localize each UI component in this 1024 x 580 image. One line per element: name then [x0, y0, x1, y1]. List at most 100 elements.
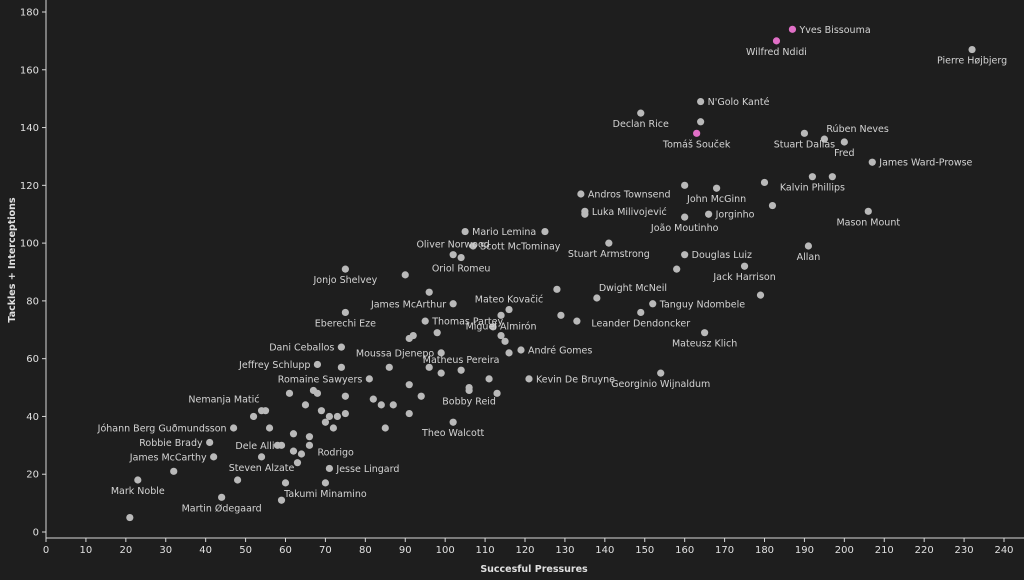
data-point-rodrigo	[305, 441, 314, 449]
y-tick-label: 80	[26, 296, 39, 307]
data-point-dani-ceballos	[337, 343, 345, 351]
point-label: Thomas Partey	[431, 317, 503, 328]
data-point-mark-noble	[134, 476, 142, 484]
x-tick-label: 190	[795, 545, 814, 556]
data-point-steven-alzate	[257, 453, 266, 461]
point-label: Wilfred Ndidi	[746, 47, 807, 58]
data-point-dwight-mcneil	[593, 294, 601, 302]
data-point-kalvin-phillips	[808, 173, 817, 181]
point-label: Bobby Reid	[442, 396, 496, 407]
data-point	[170, 467, 178, 475]
data-point-jorginho	[705, 210, 713, 218]
point-label: Mason Mount	[836, 217, 900, 228]
point-label: Kalvin Phillips	[780, 183, 845, 194]
point-label: Matheus Pereira	[423, 355, 500, 366]
x-tick-label: 0	[43, 545, 49, 556]
point-label: Eberechi Eze	[315, 318, 376, 329]
data-point-r-ben-neves	[820, 135, 828, 143]
y-tick-label: 160	[20, 65, 39, 76]
x-tick-label: 60	[279, 545, 292, 556]
data-point-kevin-de-bruyne	[525, 375, 533, 383]
point-label: Declan Rice	[613, 119, 669, 130]
data-point	[489, 323, 497, 331]
point-label: Luka Milivojević	[592, 207, 667, 218]
y-tick-label: 100	[20, 239, 39, 250]
y-axis-title: Tackles + Interceptions	[7, 197, 18, 322]
point-label: Mario Lemina	[472, 227, 536, 238]
data-point	[277, 496, 286, 504]
data-point	[501, 337, 509, 345]
x-tick-label: 110	[476, 545, 495, 556]
point-label: Mateo Kovačić	[475, 295, 544, 306]
data-point	[557, 311, 565, 319]
data-point-miguel-almir-n	[497, 311, 505, 319]
point-label: Georginio Wijnaldum	[611, 379, 710, 390]
point-labels: Yves Bissouma Wilfred Ndidi Pierre Højbjer…	[97, 25, 1007, 515]
data-point-tom-sou-ek	[693, 129, 701, 137]
data-point	[541, 227, 549, 236]
data-point-mario-lemina	[461, 227, 469, 236]
data-point	[369, 395, 377, 403]
data-point-jonjo-shelvey	[341, 265, 349, 273]
x-tick-label: 90	[399, 545, 412, 556]
data-point	[329, 424, 337, 432]
x-tick-label: 150	[635, 545, 654, 556]
data-point	[401, 271, 409, 279]
data-point	[305, 433, 314, 441]
x-tick-label: 40	[199, 545, 212, 556]
point-label: Martin Ødegaard	[182, 503, 262, 514]
x-tick-label: 230	[955, 545, 974, 556]
data-point	[285, 389, 294, 397]
data-point	[289, 430, 298, 438]
data-point-stuart-armstrong	[605, 239, 613, 247]
y-axis-ticks: 0 20 40 60 80 100 120 140 160 180	[20, 8, 46, 539]
point-label: Jack Harrison	[712, 272, 775, 283]
data-point	[553, 285, 561, 293]
data-point-james-ward-prowse	[868, 158, 876, 166]
data-point	[505, 349, 513, 357]
data-point	[493, 389, 501, 397]
x-tick-label: 100	[436, 545, 455, 556]
data-point-andr-gomes	[517, 346, 525, 354]
data-point-jeffrey-schlupp	[313, 360, 322, 369]
point-label: Kevin De Bruyne	[536, 374, 615, 385]
data-point-oliver-norwood	[449, 251, 457, 259]
x-axis-title: Succesful Pressures	[480, 564, 588, 575]
data-point	[417, 392, 425, 400]
point-label: Dele Alli	[235, 441, 274, 452]
data-point	[425, 288, 433, 296]
data-point-allan	[804, 242, 813, 250]
point-label: Robbie Brady	[139, 438, 203, 449]
point-label: Jonjo Shelvey	[313, 275, 378, 286]
data-point	[385, 363, 393, 371]
point-label: Andros Townsend	[588, 190, 671, 201]
point-label: Jeffrey Schlupp	[238, 360, 310, 371]
data-point	[389, 401, 397, 409]
point-label: Tanguy Ndombele	[659, 299, 745, 310]
data-point	[126, 513, 134, 522]
data-point	[377, 401, 385, 409]
x-tick-label: 140	[595, 545, 614, 556]
data-point-pierre-h-jbjerg	[968, 45, 976, 54]
data-point	[234, 476, 242, 484]
data-point-n-golo-kant-	[697, 97, 705, 106]
point-label: Jorginho	[715, 210, 755, 221]
data-point	[405, 381, 413, 389]
point-label: Stuart Dallas	[774, 139, 835, 150]
data-point-martin-degaard	[218, 493, 226, 501]
data-point	[433, 329, 441, 337]
data-point	[249, 412, 258, 421]
point-label: Mark Noble	[111, 486, 165, 497]
axes	[45, 0, 1024, 539]
point-label: Douglas Luiz	[692, 250, 752, 261]
data-point-takumi-minamino	[321, 479, 330, 487]
data-point-eberechi-eze	[341, 308, 349, 317]
x-tick-label: 10	[80, 545, 93, 556]
point-label: Pierre Højbjerg	[937, 56, 1007, 67]
data-point	[485, 375, 493, 383]
point-label: Theo Walcott	[421, 428, 485, 439]
point-label: Jesse Lingard	[335, 464, 399, 475]
data-point-wilfred-ndidi	[772, 37, 781, 45]
y-tick-label: 20	[26, 470, 39, 481]
